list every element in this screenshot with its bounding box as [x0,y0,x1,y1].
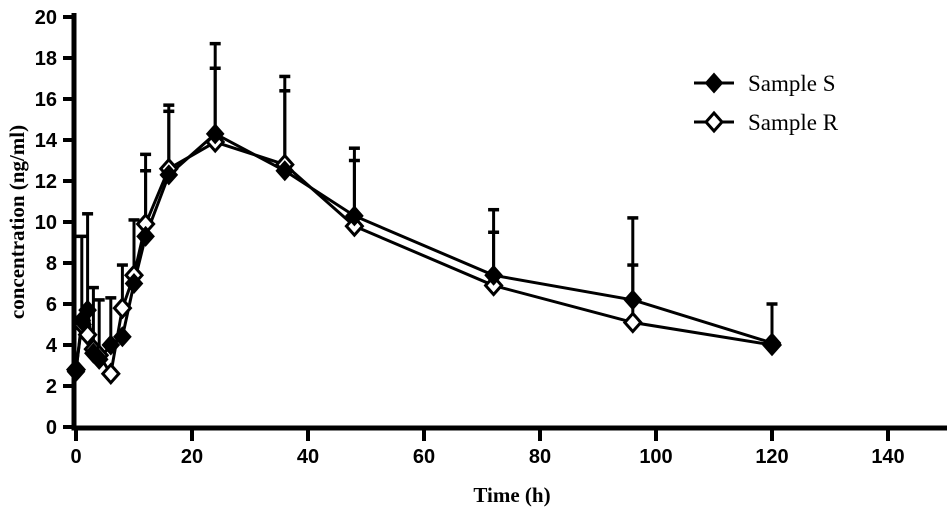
legend-label-sample-r: Sample R [748,110,839,135]
x-tick-label: 20 [181,446,203,468]
data-point-sample-s [623,289,643,311]
x-tick-label: 140 [871,446,904,468]
data-point-sample-r [77,323,98,347]
y-tick-label: 2 [46,376,57,398]
x-tick-label: 0 [70,446,81,468]
series-markers-layer [65,123,783,385]
y-tick-label: 14 [35,130,58,152]
series-line-sample-r [74,140,773,378]
legend-marker-glyph [703,110,725,134]
y-tick-label: 0 [46,417,57,439]
legend: Sample S Sample R [694,71,839,135]
x-tick-label: 40 [297,446,319,468]
y-tick-label: 20 [35,7,57,29]
data-point-sample-s [762,332,782,354]
data-point-sample-s [101,334,121,356]
y-tick-label: 10 [35,212,57,234]
y-tick-label: 12 [35,171,57,193]
open-diamond-icon [694,110,734,134]
series-line-sample-s [74,132,773,372]
y-axis-title: concentration (ng/ml) [5,125,29,319]
data-point-sample-r [100,362,121,385]
y-tick-label: 18 [35,48,57,70]
x-tick-label: 120 [755,446,788,468]
data-point-sample-s [484,264,503,286]
y-tick-label: 16 [35,89,57,111]
data-point-sample-s [89,348,109,370]
x-axis-title: Time (h) [473,483,550,507]
filled-diamond-icon [694,72,734,94]
data-point-sample-s [113,326,132,348]
data-point-sample-s [124,272,144,295]
series-lines-layer [74,132,773,378]
data-point-sample-s [275,160,295,182]
data-point-sample-r [622,311,643,334]
x-tick-label: 60 [413,446,435,468]
data-point-sample-r [112,296,133,320]
axes-layer [63,13,947,441]
y-tick-label: 6 [46,294,57,316]
data-point-sample-s [78,299,97,321]
error-bars-layer [76,41,778,356]
data-point-sample-s [205,123,225,145]
legend-label-sample-s: Sample S [748,71,836,96]
data-point-sample-s [159,164,179,186]
data-point-sample-s [136,225,155,247]
legend-item-sample-r: Sample R [694,110,839,135]
tick-labels-layer: 0 2 4 6 8 10 12 14 16 18 20 0 20 40 60 80 100 120 140 [35,7,905,468]
x-tick-label: 100 [639,446,672,468]
data-point-sample-s [345,205,364,227]
y-tick-label: 8 [46,253,57,275]
x-tick-label: 80 [529,446,551,468]
legend-item-sample-s: Sample S [694,71,836,96]
legend-marker-glyph [704,72,724,94]
y-tick-label: 4 [46,335,58,357]
